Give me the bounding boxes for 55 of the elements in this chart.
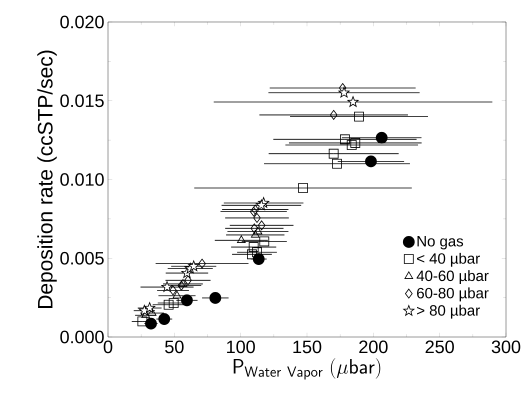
legend-label: > 80 µbar — [417, 304, 480, 319]
x-tick-label: 50 — [165, 340, 184, 354]
x-tick-label: 100 — [227, 340, 255, 354]
point — [251, 204, 260, 214]
point — [354, 112, 364, 122]
point — [158, 313, 170, 325]
point — [247, 249, 257, 260]
point — [250, 223, 258, 234]
point — [184, 275, 192, 286]
point — [330, 110, 338, 120]
point — [376, 132, 388, 144]
point — [328, 148, 339, 159]
point — [250, 206, 258, 217]
point — [338, 86, 350, 98]
point — [259, 236, 270, 246]
point — [178, 280, 186, 291]
point — [145, 318, 157, 330]
point — [248, 242, 259, 252]
point — [332, 158, 342, 169]
point — [209, 292, 222, 304]
point — [253, 213, 261, 223]
x-tick-label: 150 — [293, 340, 322, 354]
point — [169, 285, 177, 296]
y-tick-label: 0.000 — [60, 330, 104, 344]
point — [168, 298, 179, 308]
point — [348, 96, 359, 107]
y-tick-label: 0.010 — [60, 173, 104, 186]
y-tick-label: 0.020 — [60, 16, 104, 28]
legend-label: 40-60 µbar — [416, 270, 489, 284]
point — [198, 258, 206, 269]
point — [346, 140, 357, 150]
x-tick-label: 0 — [104, 340, 112, 354]
point — [181, 294, 193, 306]
point — [237, 235, 246, 243]
point — [137, 316, 148, 326]
point — [256, 200, 267, 210]
x-tick-label: 200 — [359, 340, 388, 354]
point — [162, 281, 173, 292]
x-tick-label: 250 — [426, 340, 454, 354]
point — [254, 226, 262, 234]
y-tick-label: 0.005 — [60, 252, 104, 265]
point — [188, 260, 200, 272]
x-tick-label: 300 — [492, 340, 520, 354]
point — [172, 290, 182, 298]
legend-label: < 40 µbar — [417, 252, 480, 267]
legend-label: No gas — [418, 236, 464, 250]
y-tick-label: 0.015 — [60, 94, 104, 108]
point — [365, 155, 377, 168]
point — [178, 279, 188, 287]
point — [258, 220, 266, 230]
y-axis-title: Deposition rate (ccSTP/sec) — [37, 50, 57, 308]
point — [340, 134, 350, 144]
x-axis-title: $\mathsf{P_{Water\ Vapor}\ (\mu bar)}$ — [234, 358, 380, 380]
legend-label: 60-80 µbar — [417, 287, 489, 302]
point — [298, 183, 308, 193]
